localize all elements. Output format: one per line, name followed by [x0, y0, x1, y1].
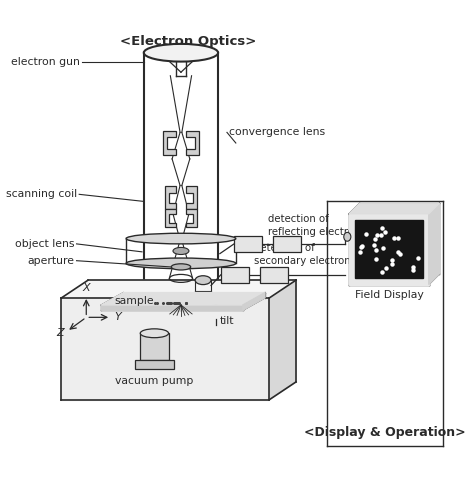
Text: object lens: object lens — [15, 239, 75, 249]
Bar — [234, 236, 263, 252]
Bar — [140, 333, 169, 360]
Text: vacuum pump: vacuum pump — [115, 376, 193, 386]
Text: Y: Y — [115, 312, 121, 322]
Polygon shape — [62, 298, 269, 399]
Polygon shape — [186, 186, 197, 209]
Ellipse shape — [173, 247, 189, 255]
Ellipse shape — [126, 233, 236, 244]
Bar — [135, 360, 174, 369]
Text: electron gun: electron gun — [11, 56, 80, 67]
Polygon shape — [356, 220, 422, 278]
Ellipse shape — [171, 264, 191, 270]
Bar — [260, 267, 288, 283]
Ellipse shape — [195, 276, 211, 285]
Text: Z: Z — [56, 328, 64, 338]
Text: convergence lens: convergence lens — [229, 127, 325, 138]
Text: tilt: tilt — [220, 316, 234, 326]
Polygon shape — [349, 203, 439, 214]
Text: aperture: aperture — [28, 256, 75, 266]
Text: sample: sample — [115, 295, 154, 306]
Ellipse shape — [344, 232, 351, 241]
Polygon shape — [349, 214, 428, 285]
Text: <Display & Operation>: <Display & Operation> — [304, 426, 465, 438]
Text: Field Display: Field Display — [355, 290, 423, 300]
Ellipse shape — [140, 329, 169, 338]
Polygon shape — [186, 131, 199, 156]
Text: scanning coil: scanning coil — [6, 190, 77, 199]
Ellipse shape — [144, 44, 218, 62]
Polygon shape — [165, 186, 176, 209]
Polygon shape — [243, 293, 265, 310]
Polygon shape — [165, 209, 176, 227]
Text: detection of
reflecting electron: detection of reflecting electron — [268, 214, 360, 237]
Polygon shape — [62, 280, 296, 298]
Polygon shape — [163, 131, 176, 156]
Polygon shape — [428, 203, 439, 285]
Bar — [273, 236, 301, 252]
Text: <Electron Optics>: <Electron Optics> — [120, 35, 256, 48]
Ellipse shape — [126, 258, 236, 269]
Polygon shape — [101, 293, 265, 305]
Polygon shape — [186, 209, 197, 227]
Polygon shape — [269, 280, 296, 399]
Bar — [221, 267, 249, 283]
Text: X: X — [82, 283, 90, 294]
Ellipse shape — [144, 295, 218, 309]
Polygon shape — [101, 305, 243, 310]
Text: detection of
secondary electron: detection of secondary electron — [255, 243, 351, 266]
